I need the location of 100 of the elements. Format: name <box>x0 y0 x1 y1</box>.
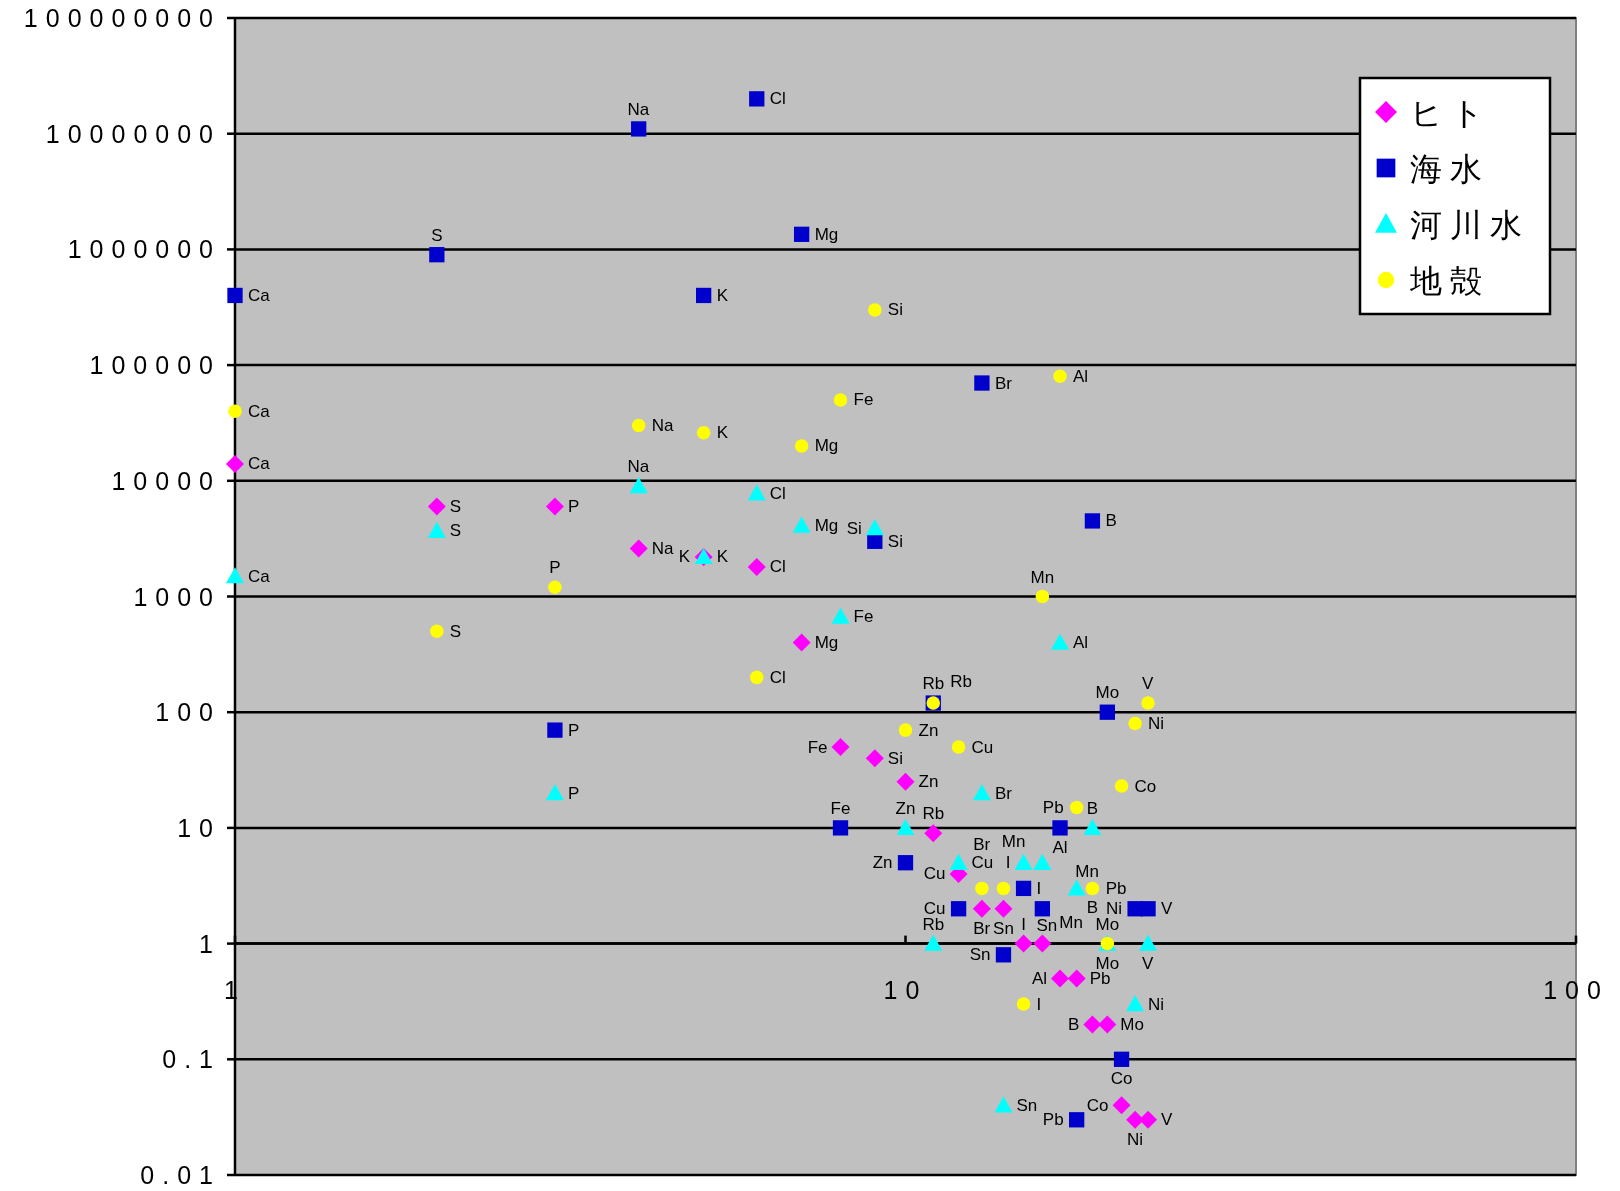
legend-label: ヒト <box>1410 95 1492 131</box>
annotation: Ni <box>1148 713 1165 733</box>
annotation: Ni <box>1127 1129 1144 1149</box>
annotation: Al <box>1031 968 1048 988</box>
annotation: V <box>1142 953 1155 973</box>
annotation: Mn <box>1001 831 1026 851</box>
annotation: Na <box>651 538 674 558</box>
x-tick-label: 10 <box>883 975 928 1004</box>
annotation: Ca <box>248 285 271 305</box>
annotation: Pb <box>1042 1110 1064 1130</box>
y-tick-label: 1000000 <box>67 235 221 264</box>
annotation: Pb <box>1105 878 1127 898</box>
annotation: Mg <box>814 224 839 244</box>
annotation: V <box>1142 674 1155 694</box>
annotation: K <box>716 285 729 305</box>
annotation: Sn <box>969 945 991 965</box>
annotation: Zn <box>918 772 939 792</box>
annotation: Mn <box>1059 912 1083 932</box>
annotation: Mn <box>1075 861 1099 881</box>
annotation: Si <box>887 531 903 551</box>
annotation: Ni <box>1148 994 1165 1014</box>
annotation: Si <box>887 300 903 320</box>
y-tick-label: 100000 <box>89 351 221 380</box>
y-tick-label: 10000 <box>111 466 221 495</box>
annotation: Fe <box>807 737 828 757</box>
annotation: Zn <box>872 853 893 873</box>
annotation: I <box>1036 878 1042 898</box>
annotation: Ca <box>248 401 271 421</box>
annotation: K <box>716 547 729 567</box>
annotation: S <box>449 496 462 516</box>
annotation: Na <box>651 416 674 436</box>
annotation: Mn <box>1030 567 1055 587</box>
annotation: Cl <box>769 667 786 687</box>
y-tick-label: 0.1 <box>162 1045 221 1074</box>
annotation: Al <box>1073 633 1089 653</box>
annotation: Cu <box>971 853 994 873</box>
annotation: Br <box>973 835 991 855</box>
annotation: Fe <box>853 607 874 627</box>
annotation: Co <box>1110 1069 1133 1089</box>
annotation: Fe <box>830 798 851 818</box>
annotation: Co <box>1086 1095 1109 1115</box>
annotation: S <box>431 225 443 245</box>
annotation: Cu <box>923 864 946 884</box>
y-tick-label: 10 <box>177 813 221 842</box>
annotation: K <box>716 423 729 443</box>
annotation: B <box>1068 1014 1080 1034</box>
legend-label: 河川水 <box>1410 207 1530 243</box>
annotation: Al <box>1052 837 1068 857</box>
x-tick-label: 100 <box>1543 975 1609 1004</box>
legend-label: 海水 <box>1410 151 1490 187</box>
y-tick-label: 0.01 <box>140 1161 221 1189</box>
annotation: Mg <box>814 436 839 456</box>
y-tick-label: 10000000 <box>45 119 221 148</box>
annotation: Sn <box>1036 916 1058 936</box>
annotation: Br <box>994 373 1013 393</box>
annotation: B <box>1105 511 1117 531</box>
annotation: I <box>1005 853 1011 873</box>
annotation: I <box>1036 994 1042 1014</box>
annotation: Zn <box>918 720 939 740</box>
annotation: Pb <box>1042 798 1064 818</box>
annotation: Cl <box>769 483 786 503</box>
annotation: P <box>567 496 580 516</box>
annotation: P <box>567 783 580 803</box>
annotation: Ca <box>248 566 271 586</box>
annotation: P <box>567 720 580 740</box>
legend-label: 地殻 <box>1409 263 1490 299</box>
y-tick-label: 1 <box>199 929 221 958</box>
annotation: Mg <box>814 633 839 653</box>
y-tick-label: 100 <box>155 698 221 727</box>
y-tick-label: 100000000 <box>23 4 221 32</box>
annotation: Br <box>973 918 991 938</box>
annotation: Mo <box>1120 1014 1144 1034</box>
annotation: P <box>549 558 561 578</box>
y-tick-label: 1000 <box>133 582 221 611</box>
annotation: V <box>1161 1110 1174 1130</box>
annotation: Br <box>994 783 1013 803</box>
annotation: Mg <box>814 516 839 536</box>
annotation: Rb <box>922 674 945 694</box>
annotation: S <box>449 521 462 541</box>
annotation: I <box>1021 914 1026 934</box>
annotation: Al <box>1073 366 1089 386</box>
annotation: Na <box>627 99 650 119</box>
annotation: Sn <box>1016 1095 1038 1115</box>
annotation: Rb <box>950 672 972 692</box>
annotation: Zn <box>895 798 916 818</box>
annotation: K <box>678 547 691 567</box>
annotation: Co <box>1134 776 1157 796</box>
annotation: Na <box>627 457 650 477</box>
annotation: B <box>1086 798 1099 818</box>
annotation: Si <box>887 748 903 768</box>
annotation: Cl <box>769 557 786 577</box>
annotation: S <box>449 621 462 641</box>
annotation: Cu <box>971 737 994 757</box>
annotation: V <box>1161 899 1174 919</box>
annotation: Fe <box>853 390 874 410</box>
annotation: Ca <box>248 454 271 474</box>
annotation: Si <box>846 518 862 538</box>
annotation: Rb <box>922 804 945 824</box>
annotation: Sn <box>993 918 1014 938</box>
annotation: Cl <box>769 89 786 109</box>
